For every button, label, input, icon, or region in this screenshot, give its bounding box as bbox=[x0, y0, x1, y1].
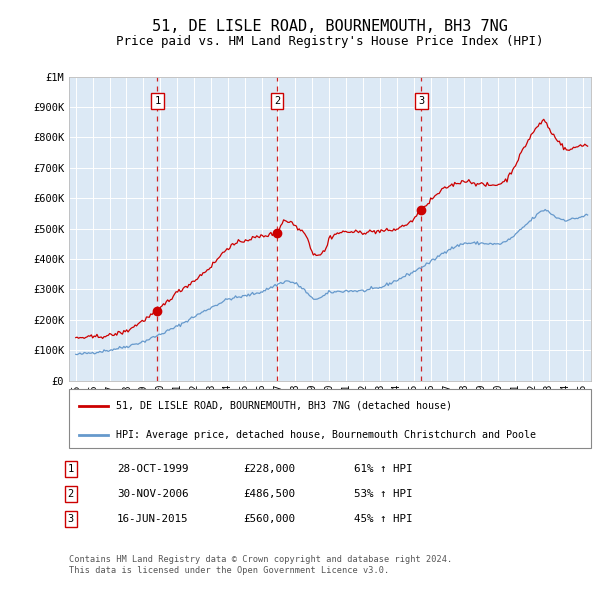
Text: 28-OCT-1999: 28-OCT-1999 bbox=[117, 464, 188, 474]
Text: 16-JUN-2015: 16-JUN-2015 bbox=[117, 514, 188, 523]
Text: Price paid vs. HM Land Registry's House Price Index (HPI): Price paid vs. HM Land Registry's House … bbox=[116, 35, 544, 48]
Text: 3: 3 bbox=[68, 514, 74, 523]
Text: 61% ↑ HPI: 61% ↑ HPI bbox=[354, 464, 413, 474]
FancyBboxPatch shape bbox=[69, 389, 591, 448]
Text: £560,000: £560,000 bbox=[243, 514, 295, 523]
Text: 2: 2 bbox=[274, 96, 280, 106]
Text: HPI: Average price, detached house, Bournemouth Christchurch and Poole: HPI: Average price, detached house, Bour… bbox=[116, 431, 536, 440]
Text: 2: 2 bbox=[68, 489, 74, 499]
Text: 1: 1 bbox=[154, 96, 160, 106]
Text: This data is licensed under the Open Government Licence v3.0.: This data is licensed under the Open Gov… bbox=[69, 566, 389, 575]
Text: 51, DE LISLE ROAD, BOURNEMOUTH, BH3 7NG (detached house): 51, DE LISLE ROAD, BOURNEMOUTH, BH3 7NG … bbox=[116, 401, 452, 411]
Text: 1: 1 bbox=[68, 464, 74, 474]
Text: 30-NOV-2006: 30-NOV-2006 bbox=[117, 489, 188, 499]
Text: 53% ↑ HPI: 53% ↑ HPI bbox=[354, 489, 413, 499]
Text: 51, DE LISLE ROAD, BOURNEMOUTH, BH3 7NG: 51, DE LISLE ROAD, BOURNEMOUTH, BH3 7NG bbox=[152, 19, 508, 34]
Text: Contains HM Land Registry data © Crown copyright and database right 2024.: Contains HM Land Registry data © Crown c… bbox=[69, 555, 452, 564]
Text: 45% ↑ HPI: 45% ↑ HPI bbox=[354, 514, 413, 523]
Text: £228,000: £228,000 bbox=[243, 464, 295, 474]
Text: 3: 3 bbox=[418, 96, 425, 106]
Text: £486,500: £486,500 bbox=[243, 489, 295, 499]
